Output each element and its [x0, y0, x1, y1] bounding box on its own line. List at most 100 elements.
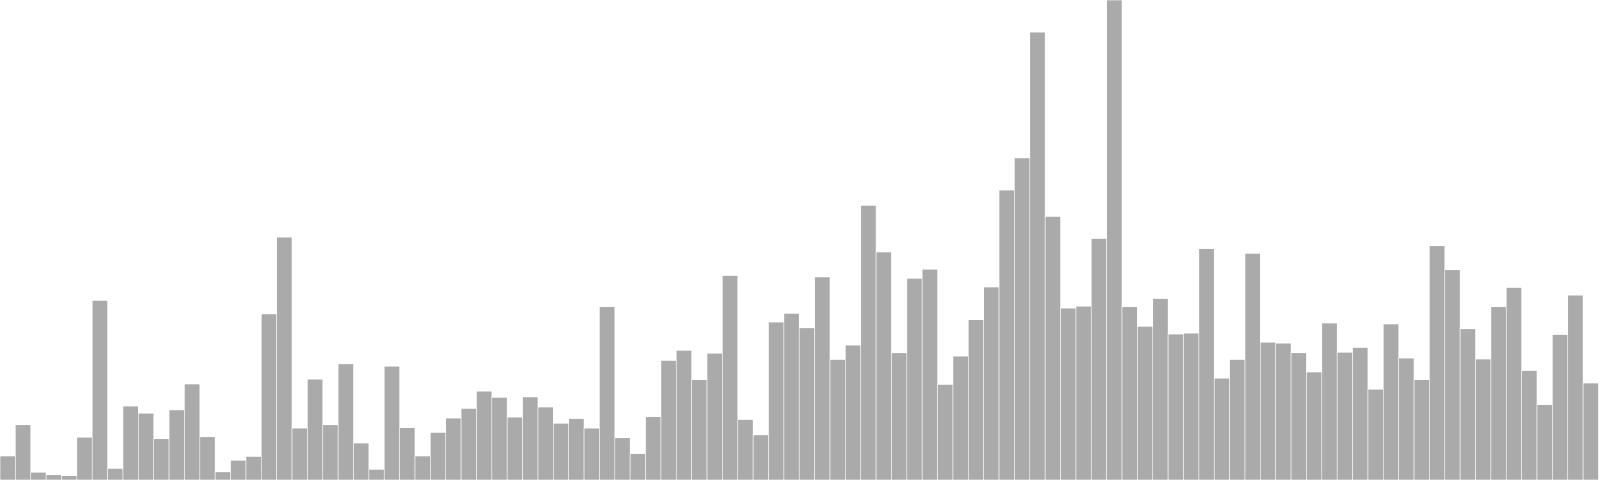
bar-103	[1567, 294, 1584, 480]
bar-89	[1352, 347, 1369, 480]
bar-35	[522, 396, 539, 480]
bar-10	[138, 412, 155, 480]
bar-100	[1521, 370, 1538, 480]
bar-41	[614, 437, 631, 480]
bar-57	[860, 205, 877, 480]
bar-40	[599, 306, 616, 480]
bar-90	[1367, 388, 1384, 480]
bar-64	[968, 319, 984, 480]
bar-5	[61, 475, 78, 480]
bar-3	[30, 472, 47, 480]
bar-45	[675, 350, 692, 480]
bar-25	[368, 469, 385, 480]
bar-12	[168, 409, 185, 480]
bar-23	[337, 363, 354, 480]
bar-98	[1490, 306, 1507, 480]
bar-58	[875, 251, 892, 480]
bar-30	[445, 417, 462, 480]
bar-92	[1398, 357, 1415, 480]
bar-81	[1229, 359, 1246, 480]
bar-63	[952, 355, 969, 480]
bar-48	[722, 275, 739, 480]
bar-62	[937, 384, 954, 480]
bar-60	[906, 278, 923, 480]
bar-19	[276, 236, 293, 480]
bar-16	[230, 460, 247, 480]
bar-50	[752, 434, 769, 480]
bar-77	[1167, 333, 1184, 480]
bar-87	[1321, 322, 1338, 480]
bar-33	[491, 397, 508, 480]
bar-97	[1475, 358, 1492, 480]
bar-26	[383, 365, 400, 480]
bar-74	[1121, 306, 1138, 480]
bar-7	[91, 300, 108, 480]
bar-15	[214, 471, 231, 480]
bar-79	[1198, 248, 1215, 480]
bar-88	[1336, 352, 1353, 480]
bar-20	[291, 427, 308, 480]
bar-1	[0, 455, 16, 480]
bar-94	[1429, 245, 1446, 480]
bar-4	[45, 474, 62, 480]
bar-55	[829, 359, 846, 480]
bar-101	[1536, 404, 1553, 480]
bar-61	[921, 268, 938, 480]
bar-32	[476, 390, 493, 480]
bar-84	[1275, 342, 1292, 480]
bar-6	[76, 436, 93, 480]
bar-76	[1152, 298, 1169, 480]
bar-85	[1290, 352, 1307, 480]
bar-13	[184, 383, 201, 480]
bar-9	[122, 405, 139, 480]
bar-37	[553, 423, 569, 480]
bar-70	[1060, 307, 1077, 480]
bar-17	[245, 456, 262, 480]
bar-42	[629, 453, 646, 480]
bar-51	[768, 321, 785, 480]
bar-52	[783, 313, 800, 480]
bar-49	[737, 419, 754, 480]
bar-39	[583, 427, 600, 480]
bar-44	[660, 360, 677, 480]
bar-72	[1090, 238, 1107, 480]
bar-14	[199, 436, 216, 480]
bar-65	[983, 286, 1000, 480]
bar-2	[15, 424, 32, 480]
bar-69	[1044, 216, 1061, 480]
bar-96	[1459, 328, 1476, 480]
bar-83	[1260, 341, 1277, 480]
bar-34	[506, 416, 523, 480]
bar-71	[1075, 305, 1092, 480]
bar-36	[537, 406, 554, 480]
bar-21	[307, 378, 324, 480]
bar-73	[1106, 0, 1123, 480]
bar-46	[691, 379, 708, 480]
bar-75	[1137, 326, 1154, 480]
bar-54	[814, 276, 831, 480]
bar-18	[260, 313, 277, 480]
bar-67	[1014, 157, 1031, 480]
bar-56	[845, 344, 862, 480]
bar-22	[322, 424, 339, 480]
bar-99	[1505, 287, 1522, 480]
bar-59	[891, 352, 908, 480]
bar-8	[107, 468, 124, 480]
bar-47	[706, 352, 723, 480]
bar-82	[1244, 253, 1261, 480]
bar-11	[153, 438, 170, 480]
bar-27	[399, 427, 416, 480]
bar-43	[645, 416, 662, 480]
bar-80	[1213, 377, 1230, 480]
bar-38	[568, 418, 585, 480]
bar-91	[1383, 323, 1399, 480]
bar-66	[998, 189, 1015, 480]
bar-102	[1552, 334, 1569, 480]
bar-68	[1029, 31, 1046, 480]
bar-53	[798, 327, 815, 480]
bar-78	[1183, 332, 1200, 480]
bar-86	[1306, 371, 1323, 480]
